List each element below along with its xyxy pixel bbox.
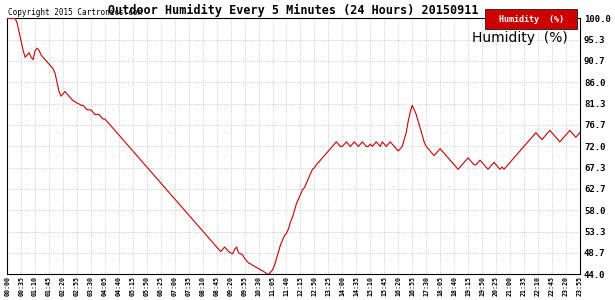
Text: Copyright 2015 Cartronics.com: Copyright 2015 Cartronics.com xyxy=(9,8,143,17)
Legend:  xyxy=(466,26,573,57)
Bar xyxy=(485,10,577,29)
Title: Outdoor Humidity Every 5 Minutes (24 Hours) 20150911: Outdoor Humidity Every 5 Minutes (24 Hou… xyxy=(108,4,478,17)
Text: Humidity  (%): Humidity (%) xyxy=(499,15,563,24)
